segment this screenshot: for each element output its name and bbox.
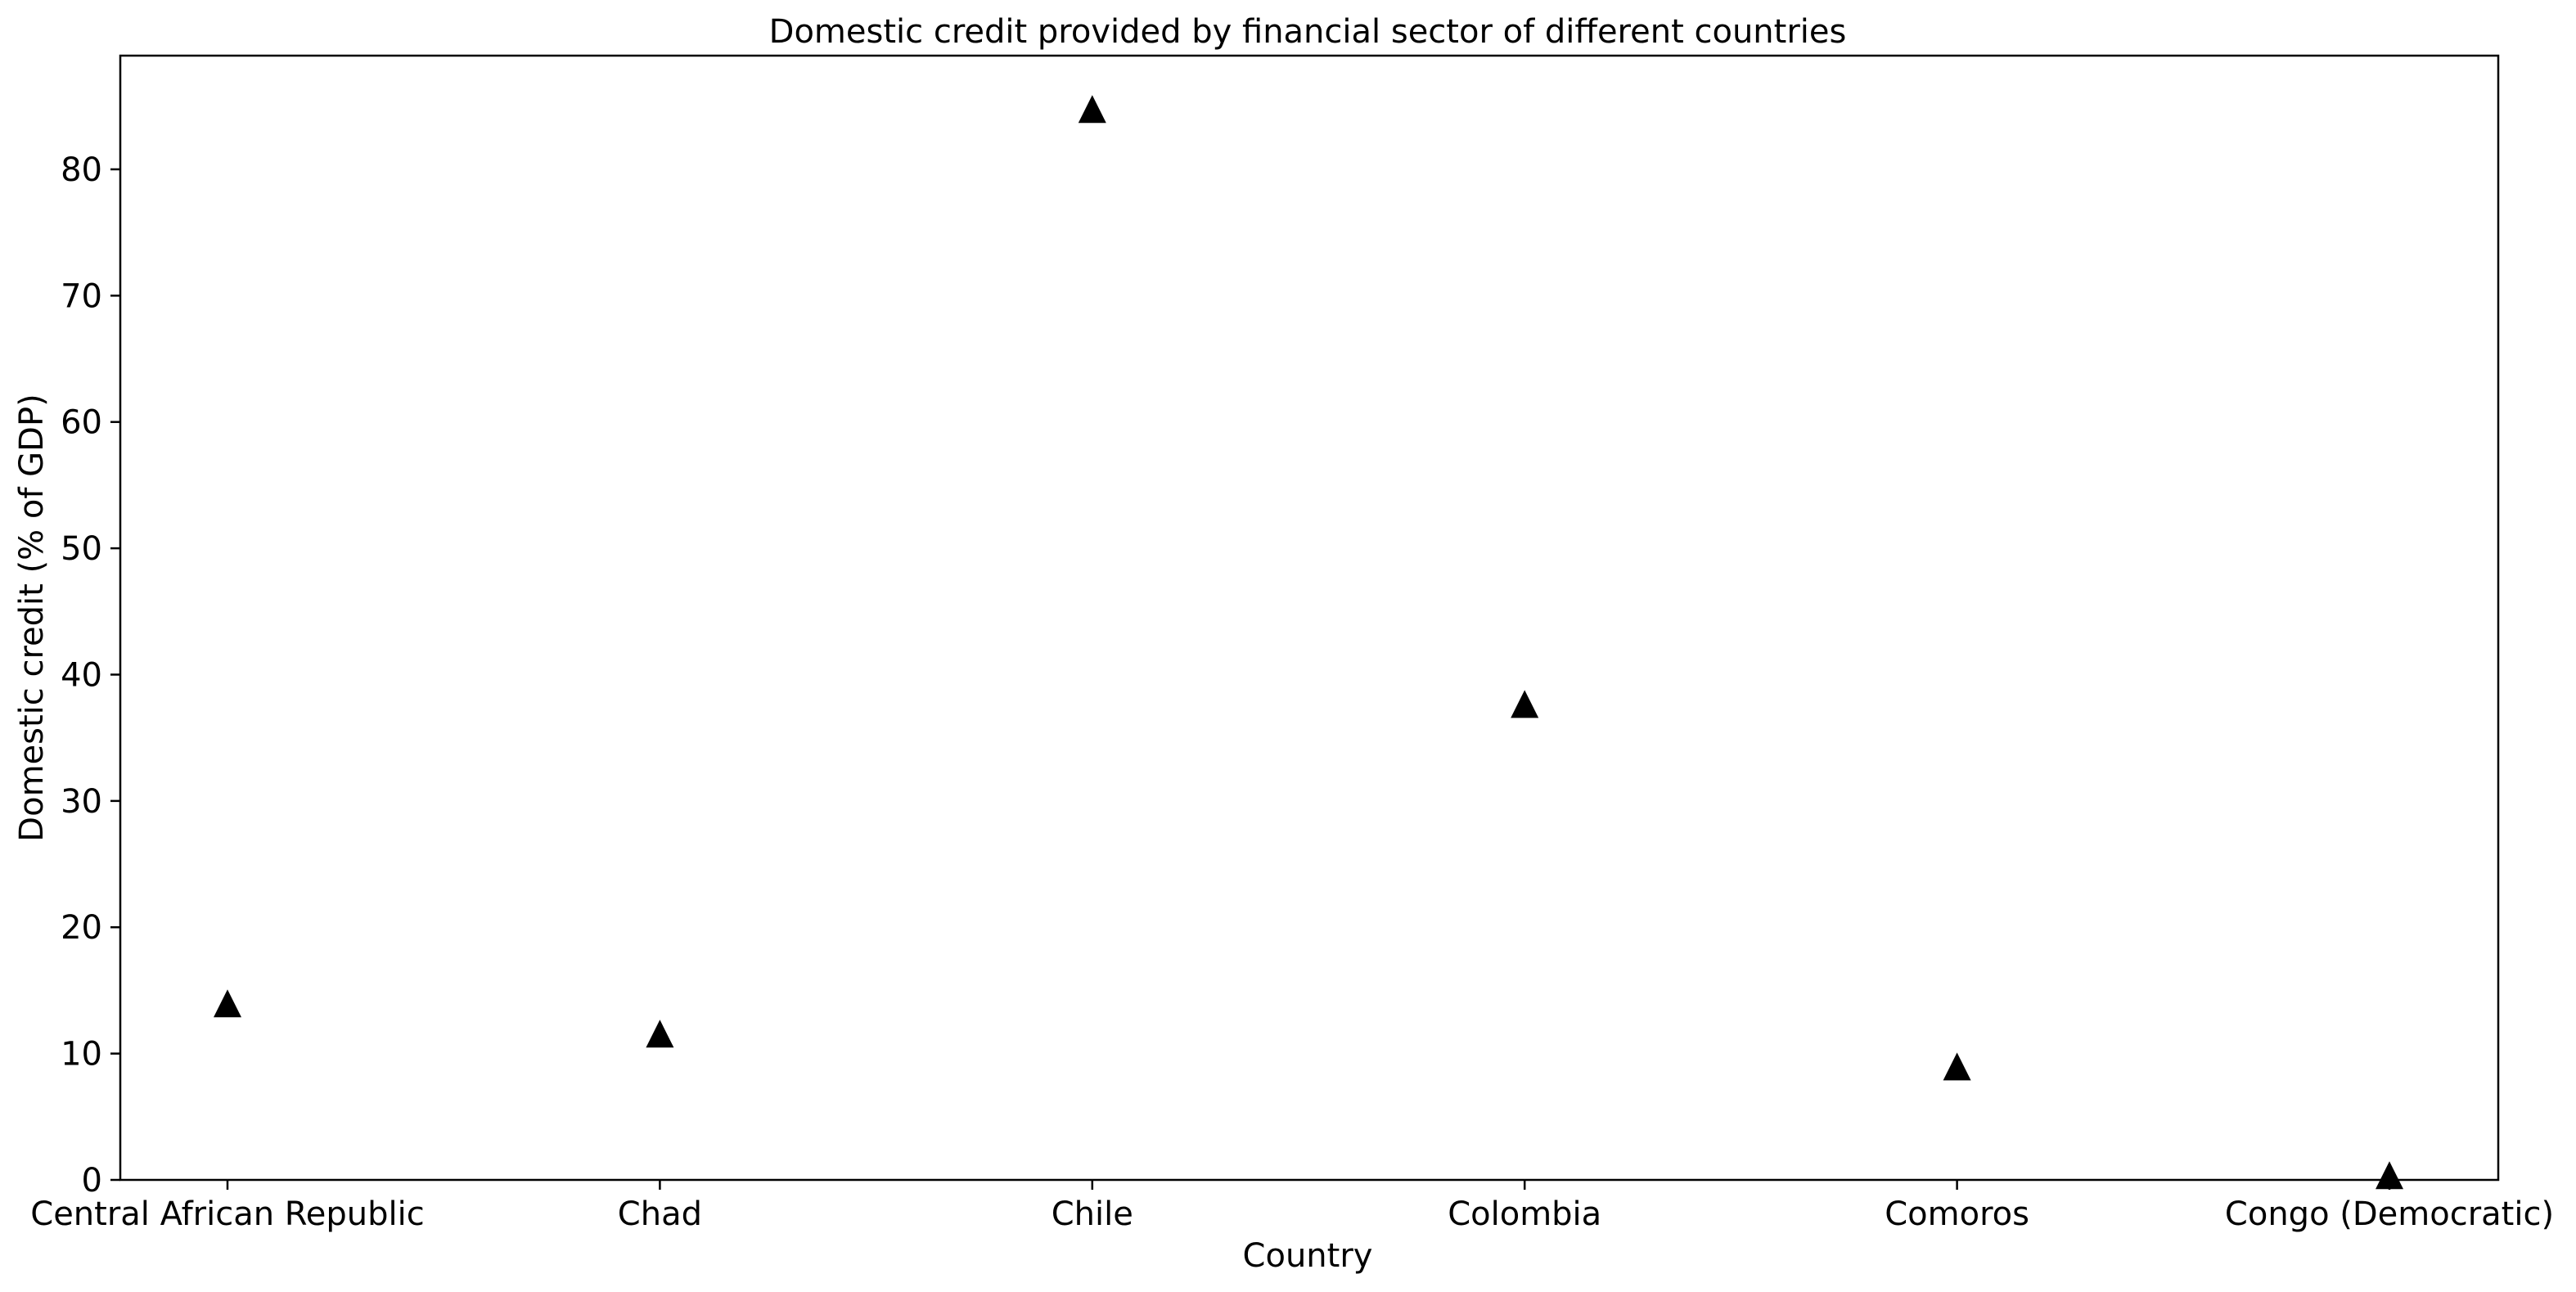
x-tick-label: Central African Republic: [30, 1195, 424, 1233]
y-tick-label: 50: [61, 530, 102, 568]
x-axis: Central African Republic Chad Chile Colombi…: [30, 1180, 2554, 1233]
y-tick-label: 10: [61, 1036, 102, 1074]
data-point: [1511, 690, 1539, 718]
x-tick-label: Chile: [1052, 1195, 1133, 1233]
data-points: [214, 95, 2403, 1190]
data-point: [1943, 1052, 1971, 1081]
y-tick-label: 80: [61, 151, 102, 189]
data-point: [214, 989, 241, 1018]
x-axis-label: Country: [1243, 1237, 1373, 1275]
y-tick-label: 30: [61, 783, 102, 821]
x-tick-label: Chad: [618, 1195, 702, 1233]
y-axis-label: Domestic credit (% of GDP): [13, 394, 51, 841]
x-tick-label: Colombia: [1448, 1195, 1601, 1233]
data-point: [1078, 95, 1106, 124]
y-tick-label: 0: [82, 1162, 102, 1200]
x-tick-label: Congo (Democratic): [2225, 1195, 2554, 1233]
plot-area-frame: [119, 54, 2500, 1182]
data-point: [646, 1020, 674, 1048]
data-point: [2376, 1161, 2403, 1190]
y-tick-label: 60: [61, 404, 102, 442]
y-tick-label: 40: [61, 656, 102, 694]
chart-title: Domestic credit provided by financial se…: [769, 13, 1847, 51]
y-tick-label: 70: [61, 277, 102, 315]
y-tick-label: 20: [61, 909, 102, 947]
x-tick-label: Comoros: [1885, 1195, 2029, 1233]
y-axis: 0 10 20 30 40 50 60 70 80: [61, 151, 120, 1200]
